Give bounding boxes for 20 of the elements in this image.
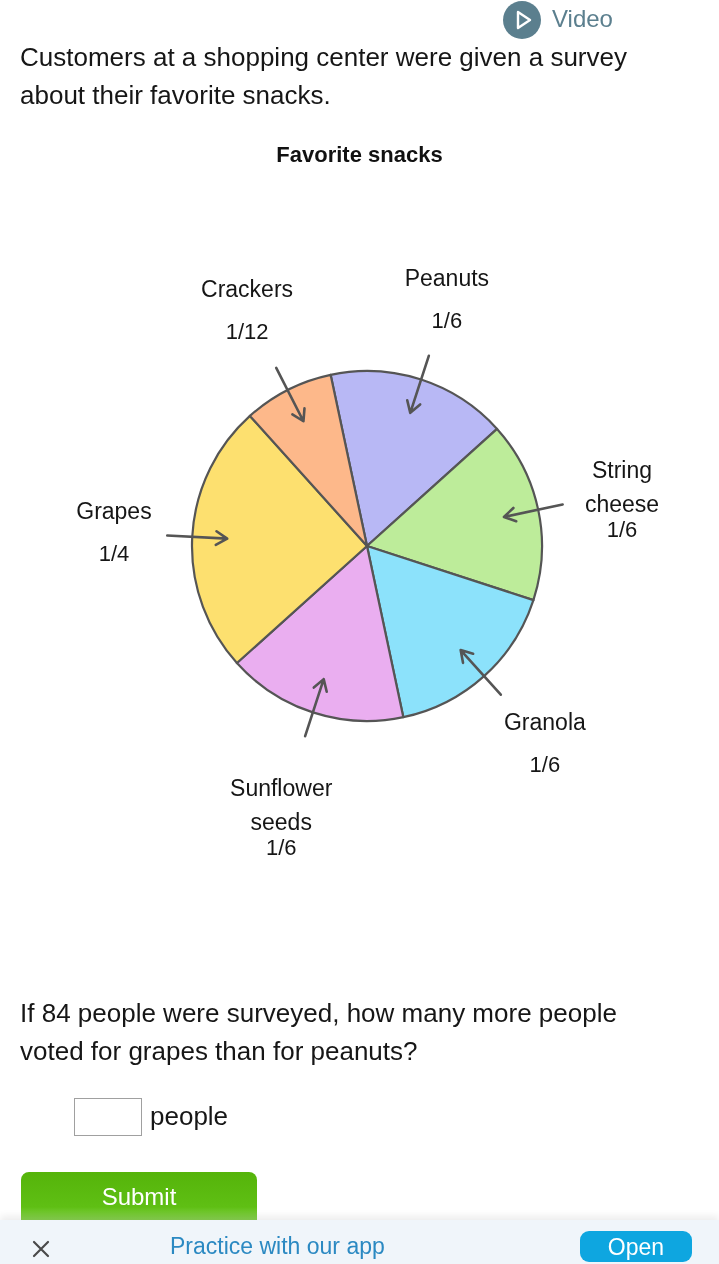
data-label: 1/6 (606, 516, 638, 542)
slice-label: Peanuts (404, 265, 490, 292)
text: Practice with our app (170, 1232, 385, 1260)
text: If 84 people were surveyed, how many more people voted for grapes than for peanuts? (20, 997, 618, 1068)
text: people (150, 1100, 229, 1133)
button: Submit (21, 1172, 257, 1222)
text: Video (552, 4, 613, 34)
text: Customers at a shopping center were given a survey about their favorite snacks. (20, 41, 628, 112)
slice-label: Sunflower seeds (230, 774, 333, 835)
data-label: 1/6 (265, 834, 297, 860)
slice-label: Granola (503, 708, 586, 735)
slice-label: Grapes (76, 497, 152, 524)
slice-label: String cheese (584, 456, 660, 517)
chart-title: Favorite snacks (276, 142, 443, 167)
button: Open (580, 1231, 692, 1262)
slice-label: Crackers (201, 275, 294, 302)
data-label: 1/12 (225, 318, 269, 344)
data-label: 1/6 (529, 751, 561, 777)
data-label: 1/6 (431, 308, 463, 334)
data-label: 1/4 (98, 540, 130, 566)
